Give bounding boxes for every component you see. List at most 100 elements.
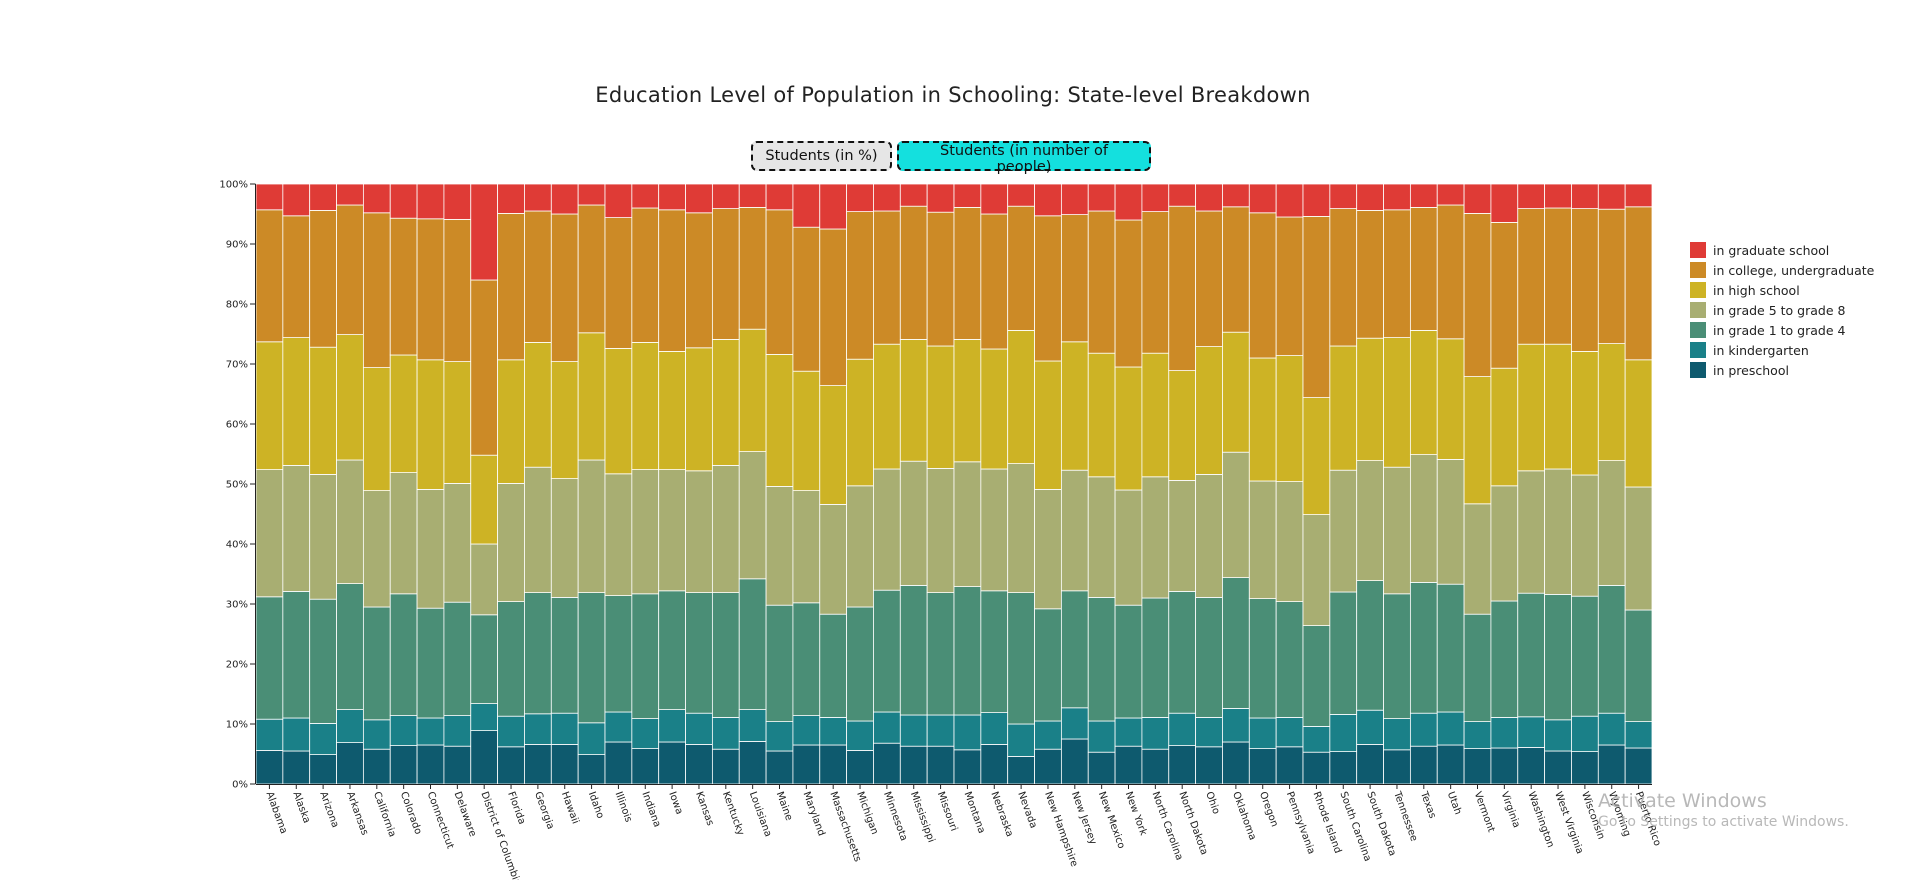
bar-alabama-in-graduate-school[interactable] — [255, 183, 284, 211]
bar-vermont-in-college-undergraduate[interactable] — [1463, 212, 1492, 377]
bar-oregon-in-high-school[interactable] — [1248, 357, 1277, 482]
bar-oklahoma-in-college-undergraduate[interactable] — [1222, 206, 1250, 333]
bar-illinois-in-graduate-school[interactable] — [604, 183, 633, 218]
bar-iowa-in-grade-1-to-grade-4[interactable] — [658, 590, 686, 710]
bar-ohio-in-preschool[interactable] — [1195, 746, 1223, 785]
bar-michigan-in-high-school[interactable] — [846, 358, 874, 487]
bar-montana-in-high-school[interactable] — [953, 338, 982, 463]
bar-south-dakota-in-college-undergraduate[interactable] — [1356, 209, 1384, 339]
bar-arizona-in-kindergarten[interactable] — [309, 723, 337, 756]
bar-maryland-in-high-school[interactable] — [792, 370, 821, 492]
bar-nevada-in-grade-5-to-grade-8[interactable] — [1007, 463, 1035, 594]
bar-washington-in-graduate-school[interactable] — [1517, 183, 1546, 210]
bar-south-dakota-in-grade-1-to-grade-4[interactable] — [1356, 580, 1384, 711]
bar-pennsylvania-in-graduate-school[interactable] — [1275, 183, 1304, 218]
bar-idaho-in-preschool[interactable] — [577, 754, 606, 785]
bar-maine-in-grade-1-to-grade-4[interactable] — [765, 604, 794, 723]
bar-mississippi-in-kindergarten[interactable] — [899, 714, 928, 747]
bar-iowa-in-graduate-school[interactable] — [658, 183, 686, 211]
bar-north-carolina-in-preschool[interactable] — [1141, 748, 1170, 785]
bar-new-hampshire-in-kindergarten[interactable] — [1034, 720, 1062, 750]
bar-new-jersey-in-grade-5-to-grade-8[interactable] — [1060, 469, 1089, 592]
bar-washington-in-grade-5-to-grade-8[interactable] — [1517, 470, 1546, 594]
bar-new-hampshire-in-high-school[interactable] — [1034, 360, 1062, 490]
bar-massachusetts-in-college-undergraduate[interactable] — [819, 228, 848, 387]
bar-wisconsin-in-preschool[interactable] — [1571, 751, 1599, 785]
bar-ohio-in-kindergarten[interactable] — [1195, 717, 1223, 748]
bar-colorado-in-grade-5-to-grade-8[interactable] — [389, 472, 418, 595]
bar-idaho-in-college-undergraduate[interactable] — [577, 204, 606, 334]
bar-arizona-in-preschool[interactable] — [309, 754, 337, 785]
bar-texas-in-graduate-school[interactable] — [1409, 183, 1438, 208]
bar-north-dakota-in-grade-1-to-grade-4[interactable] — [1168, 591, 1197, 714]
bar-illinois-in-grade-5-to-grade-8[interactable] — [604, 473, 633, 596]
bar-mississippi-in-grade-1-to-grade-4[interactable] — [899, 585, 928, 716]
bar-minnesota-in-graduate-school[interactable] — [873, 183, 901, 212]
bar-wyoming-in-high-school[interactable] — [1597, 343, 1626, 462]
bar-virginia-in-preschool[interactable] — [1490, 747, 1519, 785]
bar-utah-in-preschool[interactable] — [1436, 744, 1465, 785]
bar-connecticut-in-grade-1-to-grade-4[interactable] — [416, 607, 445, 719]
bar-north-dakota-in-preschool[interactable] — [1168, 745, 1197, 785]
bar-nebraska-in-high-school[interactable] — [980, 348, 1009, 470]
bar-maine-in-preschool[interactable] — [765, 750, 794, 785]
bar-colorado-in-kindergarten[interactable] — [389, 715, 418, 746]
bar-virginia-in-graduate-school[interactable] — [1490, 183, 1519, 223]
bar-florida-in-grade-1-to-grade-4[interactable] — [497, 601, 525, 717]
bar-oregon-in-grade-1-to-grade-4[interactable] — [1248, 598, 1277, 719]
bar-massachusetts-in-grade-1-to-grade-4[interactable] — [819, 613, 848, 718]
bar-tennessee-in-preschool[interactable] — [1383, 749, 1411, 785]
bar-arkansas-in-graduate-school[interactable] — [336, 183, 364, 206]
bar-south-dakota-in-high-school[interactable] — [1356, 337, 1384, 462]
bar-california-in-grade-1-to-grade-4[interactable] — [362, 606, 391, 721]
bar-vermont-in-high-school[interactable] — [1463, 376, 1492, 505]
bar-indiana-in-graduate-school[interactable] — [631, 183, 660, 209]
bar-pennsylvania-in-grade-5-to-grade-8[interactable] — [1275, 481, 1304, 603]
bar-nebraska-in-grade-1-to-grade-4[interactable] — [980, 590, 1009, 713]
bar-minnesota-in-college-undergraduate[interactable] — [873, 210, 901, 345]
bar-hawaii-in-grade-1-to-grade-4[interactable] — [550, 597, 579, 714]
bar-indiana-in-grade-5-to-grade-8[interactable] — [631, 469, 660, 595]
bar-delaware-in-graduate-school[interactable] — [443, 183, 472, 220]
bar-kentucky-in-preschool[interactable] — [711, 748, 740, 785]
bar-new-mexico-in-kindergarten[interactable] — [1087, 720, 1116, 753]
bar-kansas-in-grade-5-to-grade-8[interactable] — [685, 470, 713, 593]
bar-district-of-columbia-in-high-school[interactable] — [470, 454, 499, 545]
bar-pennsylvania-in-college-undergraduate[interactable] — [1275, 216, 1304, 357]
bar-louisiana-in-preschool[interactable] — [738, 741, 767, 785]
bar-new-york-in-high-school[interactable] — [1114, 366, 1143, 491]
bar-pennsylvania-in-high-school[interactable] — [1275, 355, 1304, 483]
bar-florida-in-grade-5-to-grade-8[interactable] — [497, 482, 525, 602]
bar-washington-in-grade-1-to-grade-4[interactable] — [1517, 592, 1546, 718]
bar-kansas-in-grade-1-to-grade-4[interactable] — [685, 592, 713, 714]
bar-massachusetts-in-preschool[interactable] — [819, 744, 848, 785]
legend-item-in-college-undergraduate[interactable]: in college, undergraduate — [1690, 260, 1874, 280]
bar-new-hampshire-in-college-undergraduate[interactable] — [1034, 215, 1062, 362]
bar-california-in-high-school[interactable] — [362, 367, 391, 492]
bar-louisiana-in-graduate-school[interactable] — [738, 183, 767, 208]
bar-oklahoma-in-preschool[interactable] — [1222, 741, 1250, 785]
bar-alabama-in-high-school[interactable] — [255, 341, 284, 470]
bar-tennessee-in-kindergarten[interactable] — [1383, 718, 1411, 751]
bar-new-mexico-in-college-undergraduate[interactable] — [1087, 210, 1116, 354]
bar-new-jersey-in-preschool[interactable] — [1060, 738, 1089, 785]
bar-district-of-columbia-in-college-undergraduate[interactable] — [470, 279, 499, 456]
bar-missouri-in-college-undergraduate[interactable] — [926, 211, 955, 347]
bar-kansas-in-graduate-school[interactable] — [685, 183, 713, 214]
bar-arizona-in-grade-5-to-grade-8[interactable] — [309, 473, 337, 600]
bar-kansas-in-kindergarten[interactable] — [685, 712, 713, 745]
bar-tennessee-in-grade-5-to-grade-8[interactable] — [1383, 466, 1411, 595]
bar-iowa-in-preschool[interactable] — [658, 741, 686, 785]
bar-connecticut-in-graduate-school[interactable] — [416, 183, 445, 220]
bar-ohio-in-grade-5-to-grade-8[interactable] — [1195, 473, 1223, 598]
bar-oklahoma-in-grade-1-to-grade-4[interactable] — [1222, 577, 1250, 709]
bar-new-mexico-in-preschool[interactable] — [1087, 751, 1116, 785]
bar-nevada-in-grade-1-to-grade-4[interactable] — [1007, 592, 1035, 725]
bar-nebraska-in-preschool[interactable] — [980, 744, 1009, 785]
bar-florida-in-college-undergraduate[interactable] — [497, 212, 525, 361]
bar-georgia-in-grade-1-to-grade-4[interactable] — [524, 592, 552, 715]
bar-delaware-in-kindergarten[interactable] — [443, 715, 472, 747]
bar-florida-in-kindergarten[interactable] — [497, 715, 525, 748]
bar-delaware-in-grade-5-to-grade-8[interactable] — [443, 482, 472, 603]
bar-michigan-in-college-undergraduate[interactable] — [846, 211, 874, 360]
